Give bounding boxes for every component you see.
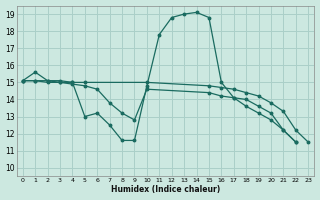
X-axis label: Humidex (Indice chaleur): Humidex (Indice chaleur) xyxy=(111,185,220,194)
